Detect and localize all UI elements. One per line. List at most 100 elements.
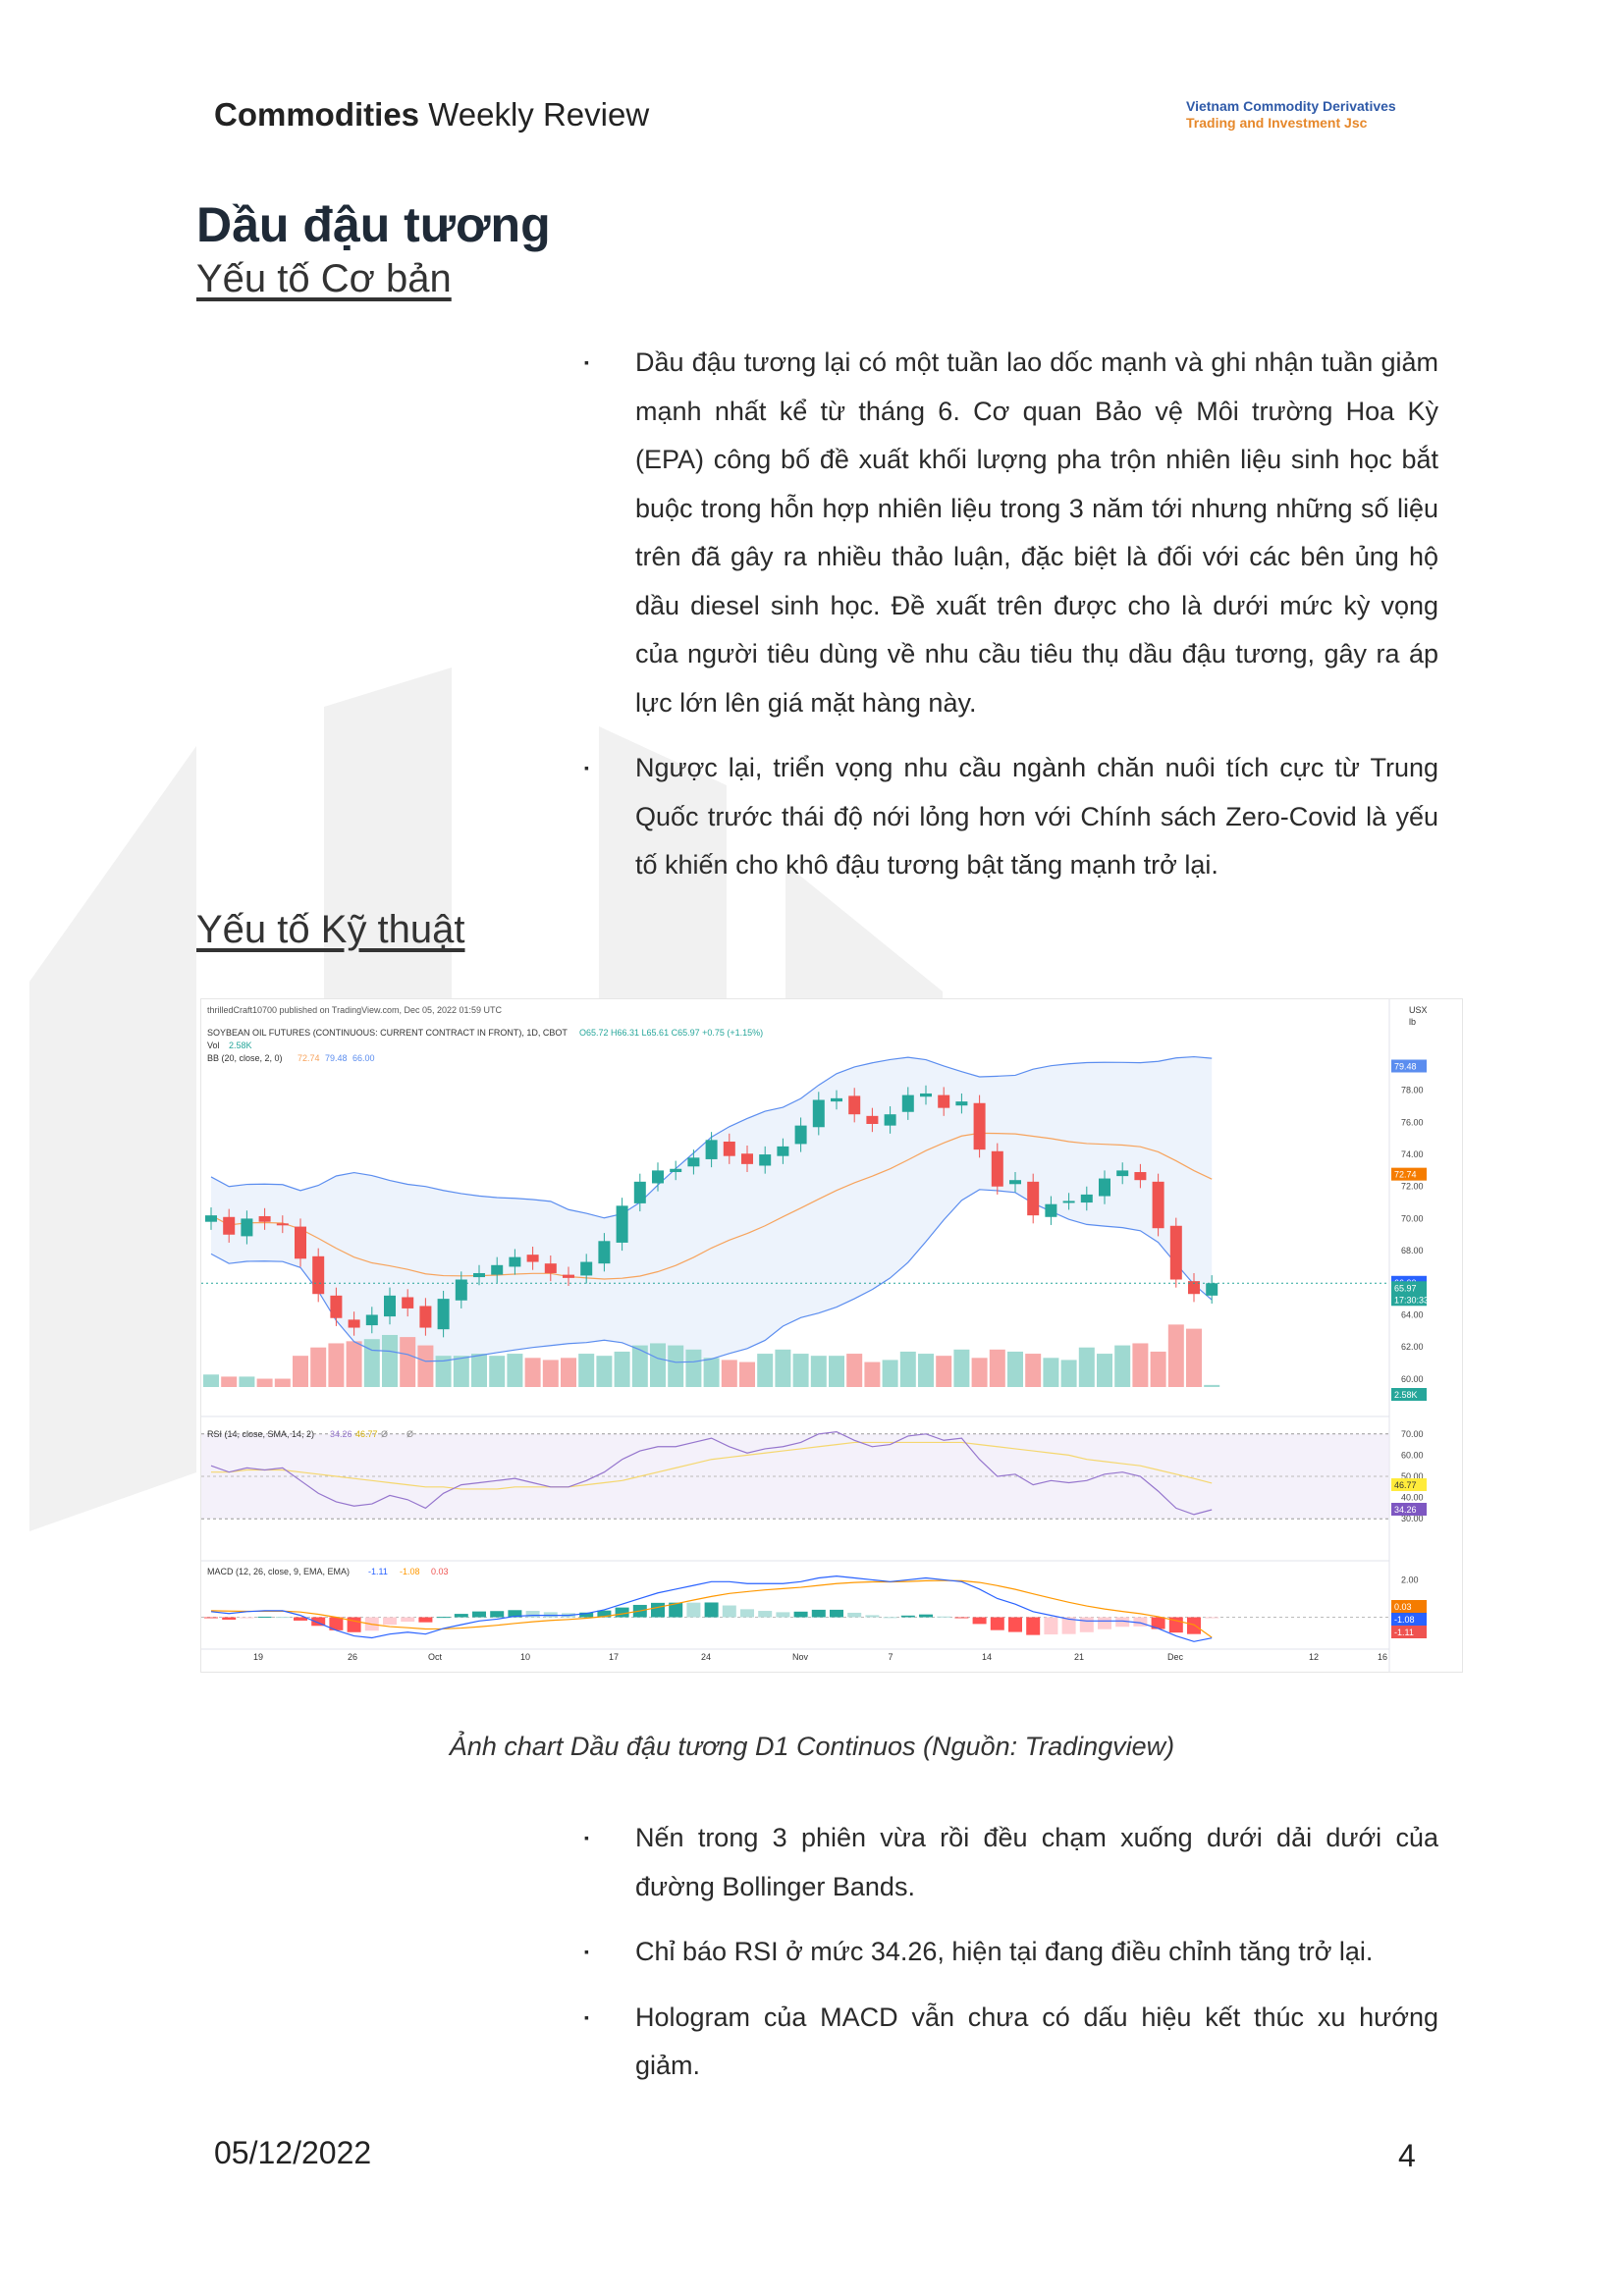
candle-body — [812, 1099, 825, 1128]
volume-bar — [1097, 1354, 1112, 1387]
volume-bar — [435, 1356, 452, 1387]
footer-date: 05/12/2022 — [214, 2135, 372, 2170]
candle-body — [705, 1140, 718, 1159]
volume-bar — [382, 1334, 398, 1387]
macd-histogram-bar — [758, 1611, 773, 1618]
volume-bar — [293, 1356, 308, 1387]
countdown-badge-bg — [1391, 1293, 1427, 1307]
candle-body — [455, 1279, 467, 1301]
chart-symbol-line: SOYBEAN OIL FUTURES (CONTINUOUS: CURRENT… — [207, 1028, 568, 1038]
unit-label: lb — [1409, 1017, 1416, 1027]
candle-body — [598, 1241, 611, 1264]
rsi-tick-label: 40.00 — [1401, 1493, 1424, 1503]
volume-bar — [918, 1354, 934, 1387]
candle-body — [1027, 1181, 1040, 1216]
macd-histogram-bar — [543, 1612, 558, 1618]
bollinger-middle-line — [210, 1132, 1213, 1280]
chart-caption: Ảnh chart Dầu đậu tương D1 Continuos (Ng… — [449, 1732, 1175, 1761]
macd-histogram-bar — [1151, 1617, 1165, 1629]
macd-histogram-bar — [937, 1616, 951, 1618]
volume-bar — [631, 1345, 648, 1387]
price-tick-label: 74.00 — [1401, 1149, 1424, 1159]
last-price-badge: 65.97 — [1394, 1283, 1417, 1293]
volume-bar — [792, 1354, 809, 1387]
candle-body — [1206, 1283, 1218, 1296]
macd-histogram-bar — [811, 1609, 826, 1618]
candle-body — [580, 1261, 593, 1276]
macd-histogram-bar — [418, 1617, 433, 1623]
header-brand: Commodities Weekly Review — [214, 96, 650, 133]
x-tick-label: 17 — [609, 1652, 619, 1662]
macd-histogram-bar — [240, 1617, 254, 1619]
volume-bar — [1043, 1358, 1059, 1387]
volume-bar — [1167, 1324, 1184, 1387]
candle-body — [991, 1150, 1003, 1187]
price-tick-label: 68.00 — [1401, 1246, 1424, 1255]
volume-bar — [310, 1347, 327, 1387]
macd-histogram-bar — [383, 1617, 397, 1626]
candle-body — [920, 1093, 932, 1097]
volume-bar — [899, 1351, 916, 1387]
volume-bar — [971, 1358, 988, 1387]
volume-bar — [1060, 1360, 1077, 1387]
candle-body — [1009, 1180, 1021, 1185]
price-chart: thrilledCraft10700 published on TradingV… — [200, 998, 1463, 1686]
volume-bar — [739, 1362, 755, 1387]
rsi-sma-line — [211, 1441, 1213, 1490]
volume-bar — [614, 1351, 630, 1387]
x-tick-label: 24 — [701, 1652, 711, 1662]
price-tick-label: 64.00 — [1401, 1309, 1424, 1319]
volume-bar — [453, 1356, 469, 1387]
macd-histogram-bar — [686, 1602, 701, 1618]
candle-body — [938, 1095, 950, 1108]
candle-body — [633, 1181, 646, 1203]
volume-bar — [703, 1358, 720, 1387]
candle-body — [437, 1299, 450, 1330]
candle-body — [652, 1170, 664, 1184]
candle-body — [241, 1218, 253, 1237]
candle-body — [884, 1114, 896, 1126]
rsi-value: 46.77 — [355, 1429, 378, 1439]
macd-histogram-bar — [257, 1616, 272, 1618]
macd-histogram-bar — [222, 1617, 237, 1620]
volume-bar — [328, 1343, 345, 1387]
volume-bar — [685, 1349, 702, 1387]
x-tick-label: 12 — [1309, 1652, 1319, 1662]
volume-bar — [596, 1356, 613, 1387]
fundamental-bullet-list: ▪ Dầu đậu tương lại có một tuần lao dốc m… — [584, 339, 1438, 907]
candle-body — [365, 1314, 378, 1326]
macd-hist-badge: 0.03 — [1394, 1602, 1412, 1612]
volume-bar — [524, 1358, 541, 1387]
macd-histogram-bar — [472, 1611, 486, 1618]
company-logo-text: Vietnam Commodity Derivatives Trading an… — [1186, 98, 1396, 131]
candle-body — [312, 1255, 325, 1295]
macd-histogram-bar — [1079, 1617, 1094, 1632]
macd-histogram-bar — [525, 1611, 540, 1618]
candle-body — [741, 1153, 753, 1164]
candle-body — [670, 1168, 682, 1173]
ohlc-readout: O65.72 H66.31 L65.61 C65.97 +0.75 (+1.15… — [579, 1028, 763, 1038]
candle-body — [848, 1095, 861, 1115]
macd-histogram-bar — [740, 1609, 754, 1618]
macd-histogram-bar — [454, 1614, 468, 1618]
x-tick-label: 26 — [348, 1652, 357, 1662]
x-tick-label: 7 — [888, 1652, 893, 1662]
rsi-badge: 34.26 — [1394, 1505, 1417, 1515]
page-number: 4 — [1398, 2138, 1416, 2173]
volume-bar — [203, 1374, 219, 1387]
macd-badge-bg — [1391, 1626, 1427, 1638]
macd-badge: -1.11 — [1394, 1628, 1414, 1637]
macd-value: -1.08 — [400, 1567, 420, 1576]
volume-bar — [274, 1378, 291, 1387]
candle-body — [419, 1306, 432, 1328]
volume-bar — [1132, 1343, 1149, 1387]
macd-histogram-bar — [919, 1614, 933, 1618]
candle-body — [223, 1216, 236, 1235]
volume-bar — [363, 1339, 380, 1387]
price-tick-label: 72.00 — [1401, 1182, 1424, 1192]
rsi-tick-label: 50.00 — [1401, 1471, 1424, 1481]
volume-bar — [489, 1356, 506, 1387]
candle-body — [330, 1295, 343, 1318]
macd-histogram-bar — [311, 1617, 326, 1627]
candle-body — [473, 1272, 485, 1278]
